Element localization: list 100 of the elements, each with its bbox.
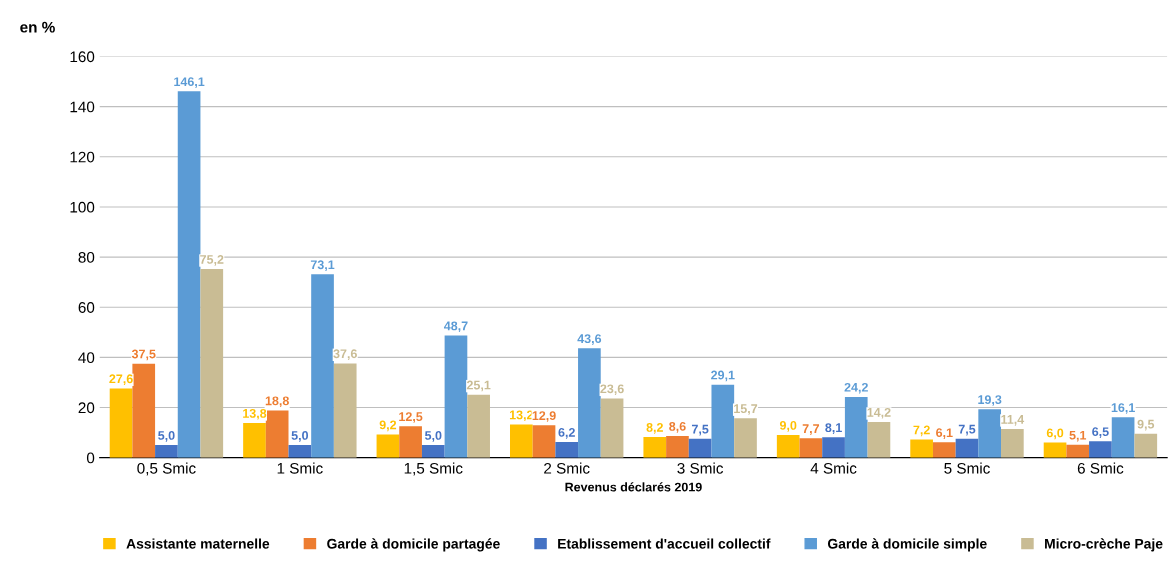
data-label: 9,0 xyxy=(779,420,797,432)
x-tick-label: 1,5 Smic xyxy=(404,462,463,476)
y-tick-label: 0 xyxy=(86,452,95,464)
bar xyxy=(399,426,422,458)
data-label: 16,1 xyxy=(1111,403,1135,414)
bar xyxy=(132,363,156,458)
bar xyxy=(1111,417,1135,458)
x-tick-label: 1 Smic xyxy=(277,462,323,474)
y-tick-label: 20 xyxy=(78,402,95,414)
data-label: 9,5 xyxy=(1137,419,1155,431)
data-label: 6,5 xyxy=(1092,427,1109,438)
data-label: 5,0 xyxy=(158,431,175,442)
y-axis-title: en % xyxy=(20,21,55,33)
bar xyxy=(578,348,601,458)
bar xyxy=(243,423,266,458)
bar xyxy=(376,434,400,458)
bar xyxy=(1089,441,1112,458)
bar xyxy=(799,438,823,458)
data-label: 11,4 xyxy=(1001,415,1025,426)
data-label: 146,1 xyxy=(174,77,205,88)
y-tick-label: 40 xyxy=(78,352,95,364)
y-tick-label: 80 xyxy=(78,251,95,263)
data-label: 8,2 xyxy=(646,422,663,434)
y-tick-label: 160 xyxy=(70,51,95,63)
bar xyxy=(200,269,224,458)
y-tick-label: 100 xyxy=(70,201,95,213)
data-label: 13,8 xyxy=(243,408,267,420)
bar xyxy=(109,388,133,458)
bar xyxy=(532,425,556,458)
legend-label: Etablissement d'accueil collectif xyxy=(558,538,771,549)
bar xyxy=(467,394,490,458)
data-label: 5,1 xyxy=(1069,430,1087,442)
bar xyxy=(311,274,334,458)
y-tick-label: 120 xyxy=(70,151,95,163)
bar xyxy=(734,418,757,458)
data-label: 37,5 xyxy=(131,349,156,361)
bar xyxy=(688,438,712,458)
bar xyxy=(421,445,445,458)
bar xyxy=(822,437,845,458)
y-tick-label: 140 xyxy=(70,101,95,113)
bar xyxy=(155,445,178,458)
bar xyxy=(1134,433,1158,458)
bar xyxy=(666,436,689,458)
data-label: 12,5 xyxy=(399,412,423,423)
data-label: 6,2 xyxy=(558,428,575,439)
bar xyxy=(444,335,468,458)
x-tick-label: 0,5 Smic xyxy=(137,462,196,476)
data-label: 27,6 xyxy=(109,374,133,386)
bar xyxy=(643,437,667,458)
bar xyxy=(1043,442,1067,458)
legend-label: Micro-crèche Paje xyxy=(1045,538,1163,552)
data-label: 29,1 xyxy=(711,370,735,382)
bar xyxy=(1001,429,1024,458)
bar xyxy=(510,424,533,458)
data-label: 9,2 xyxy=(379,420,397,432)
data-label: 8,1 xyxy=(825,423,842,434)
data-label: 18,8 xyxy=(265,396,289,408)
data-label: 12,9 xyxy=(532,411,556,422)
bar xyxy=(177,91,201,458)
bar xyxy=(265,410,289,458)
x-tick-label: 6 Smic xyxy=(1077,462,1124,474)
data-label: 14,2 xyxy=(867,407,891,419)
data-label: 7,7 xyxy=(802,424,820,435)
x-tick-label: 3 Smic xyxy=(677,462,724,474)
data-label: 24,2 xyxy=(844,382,868,394)
data-label: 23,6 xyxy=(600,384,624,396)
y-tick-label: 60 xyxy=(78,302,95,313)
data-label: 7,5 xyxy=(691,424,709,436)
data-label: 13,2 xyxy=(509,410,533,422)
bar xyxy=(1066,444,1090,458)
data-label: 5,0 xyxy=(291,431,309,442)
data-label: 6,0 xyxy=(1046,428,1064,440)
data-label: 15,7 xyxy=(734,404,758,415)
legend-label: Garde à domicile partagée xyxy=(327,538,500,552)
data-label: 19,3 xyxy=(978,395,1002,406)
data-label: 5,0 xyxy=(424,431,442,442)
bar xyxy=(600,398,624,458)
bar xyxy=(932,442,956,458)
bar xyxy=(978,409,1002,458)
legend-label: Assistante maternelle xyxy=(126,538,270,549)
legend-label: Garde à domicile simple xyxy=(827,538,987,552)
bar xyxy=(910,439,933,458)
data-label: 8,6 xyxy=(669,421,686,433)
x-tick-label: 2 Smic xyxy=(544,462,590,474)
bar xyxy=(555,442,579,458)
data-label: 48,7 xyxy=(443,321,468,333)
x-tick-label: 5 Smic xyxy=(944,462,990,474)
data-label: 75,2 xyxy=(200,255,224,266)
bar xyxy=(711,384,735,458)
x-axis-title: Revenus déclarés 2019 xyxy=(565,482,702,492)
x-tick-label: 4 Smic xyxy=(810,462,857,474)
data-label: 7,5 xyxy=(958,424,976,436)
data-label: 37,6 xyxy=(333,349,357,360)
data-label: 6,1 xyxy=(936,428,953,439)
bar xyxy=(955,438,979,458)
bar xyxy=(288,445,312,458)
bar xyxy=(333,363,357,458)
data-label: 7,2 xyxy=(913,425,930,437)
bar xyxy=(867,422,891,458)
data-label: 25,1 xyxy=(466,380,491,392)
